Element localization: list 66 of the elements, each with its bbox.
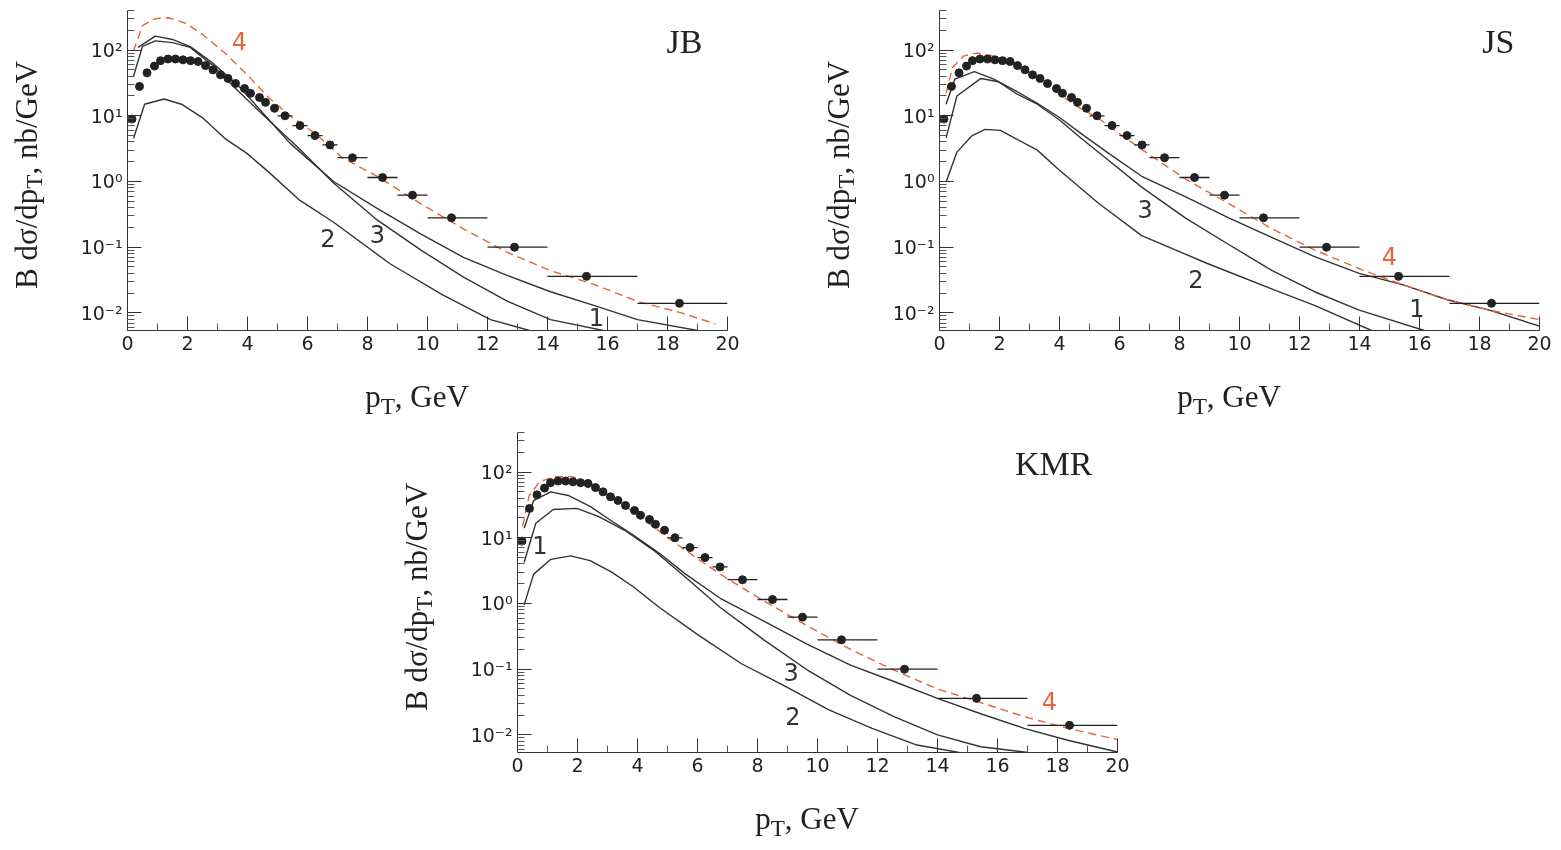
x-tick-label: 0: [121, 331, 134, 354]
x-tick-label: 20: [1527, 331, 1552, 354]
x-tick-label: 16: [985, 753, 1010, 776]
y-tick-label: 10⁻²: [470, 723, 513, 746]
x-tick-label: 16: [595, 331, 620, 354]
annotation: 1: [588, 303, 605, 332]
annotation: 3: [783, 658, 799, 687]
x-tick-label: 6: [1113, 331, 1126, 354]
annotation: 2: [785, 702, 801, 731]
x-axis-title: p$_{T}$, GeV: [1176, 379, 1282, 422]
y-tick-label: 10⁻¹: [892, 236, 935, 259]
x-tick-label: 10: [415, 331, 440, 354]
annotation: 2: [320, 224, 336, 253]
y-tick-label: 10¹: [90, 104, 123, 127]
chart-title: JB: [666, 22, 703, 60]
annotation: 2: [1188, 265, 1204, 294]
x-tick-label: 6: [691, 753, 704, 776]
annotation: 3: [1137, 195, 1153, 224]
x-tick-label: 12: [1287, 331, 1312, 354]
y-tick-label: 10²: [902, 39, 935, 62]
x-tick-label: 14: [535, 331, 560, 354]
x-tick-label: 0: [933, 331, 946, 354]
annotation: 4: [1041, 688, 1058, 717]
x-tick-label: 18: [1045, 753, 1070, 776]
x-tick-label: 10: [1227, 331, 1252, 354]
x-tick-label: 4: [1053, 331, 1066, 354]
annotation: 3: [369, 221, 386, 250]
y-tick-label: 10⁻¹: [470, 658, 513, 681]
x-tick-label: 2: [993, 331, 1006, 354]
x-tick-label: 4: [241, 331, 254, 354]
annotation: 1: [532, 532, 548, 561]
x-tick-label: 14: [1347, 331, 1372, 354]
y-tick-label: 10²: [90, 39, 123, 62]
x-tick-label: 14: [925, 753, 950, 776]
x-tick-label: 12: [865, 753, 890, 776]
y-tick-label: 10⁰: [902, 170, 935, 193]
x-tick-label: 18: [655, 331, 680, 354]
y-tick-label: 10⁻¹: [80, 236, 123, 259]
x-tick-label: 8: [751, 753, 764, 776]
annotation: 1: [1409, 294, 1425, 323]
chart-title: KMR: [1015, 444, 1093, 482]
annotation: 4: [1381, 243, 1397, 272]
y-tick-label: 10⁻²: [892, 301, 935, 324]
y-tick-label: 10²: [480, 461, 513, 484]
x-tick-label: 18: [1467, 331, 1492, 354]
x-tick-label: 16: [1407, 331, 1432, 354]
y-tick-label: 10⁻²: [80, 301, 123, 324]
y-tick-label: 10⁰: [90, 170, 123, 193]
x-tick-label: 2: [181, 331, 194, 354]
x-tick-label: 8: [1173, 331, 1186, 354]
x-tick-label: 12: [475, 331, 500, 354]
x-tick-label: 20: [1105, 753, 1130, 776]
y-tick-label: 10⁰: [480, 592, 513, 615]
x-tick-label: 4: [631, 753, 644, 776]
x-axis-title: p$_{T}$, GeV: [754, 801, 860, 844]
x-tick-label: 0: [511, 753, 524, 776]
x-axis-title: p$_{T}$, GeV: [364, 379, 470, 422]
annotation: 4: [231, 27, 248, 56]
x-tick-label: 10: [805, 753, 830, 776]
y-tick-label: 10¹: [480, 526, 513, 549]
chart-title: JS: [1482, 22, 1515, 60]
x-tick-label: 8: [361, 331, 374, 354]
x-tick-label: 2: [571, 753, 584, 776]
y-tick-label: 10¹: [902, 104, 935, 127]
x-tick-label: 6: [301, 331, 314, 354]
x-tick-label: 20: [715, 331, 740, 354]
